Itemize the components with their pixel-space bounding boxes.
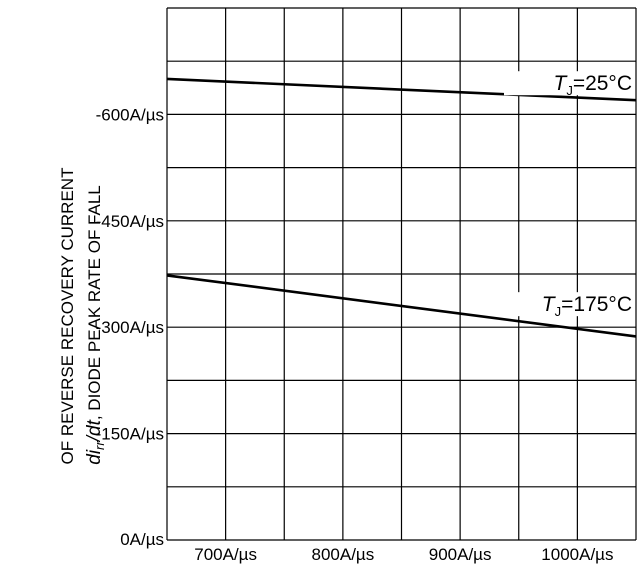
x-tick-label-3: 1000A/µs	[541, 545, 613, 564]
series-label-bg-0	[504, 71, 632, 96]
x-tick-labels: 700A/µs 800A/µs 900A/µs 1000A/µs	[194, 545, 613, 564]
series-label-0: TJ=25°C	[553, 72, 632, 98]
series-labels: TJ=25°C TJ=175°C	[504, 71, 632, 319]
x-tick-label-2: 900A/µs	[429, 545, 492, 564]
y-axis-label-line1: dirr/dt, DIODE PEAK RATE OF FALL	[84, 185, 107, 465]
series-label-1: TJ=175°C	[542, 293, 632, 319]
series-label-bg-1	[504, 292, 632, 317]
y-tick-labels: 0A/µs -150A/µs -300A/µs -450A/µs -600A/µs	[96, 105, 164, 549]
x-tick-label-1: 800A/µs	[312, 545, 375, 564]
y-tick-label-4: -600A/µs	[96, 105, 164, 124]
x-tick-label-0: 700A/µs	[194, 545, 257, 564]
y-axis-label-line2: OF REVERSE RECOVERY CURRENT	[58, 168, 77, 465]
y-tick-label-0: 0A/µs	[120, 530, 164, 549]
y-tick-label-2: -300A/µs	[96, 318, 164, 337]
series-line-0	[166, 77, 637, 102]
series-line-1	[166, 274, 637, 338]
series-lines	[166, 77, 637, 338]
y-tick-label-3: -450A/µs	[96, 212, 164, 231]
y-tick-label-1: -150A/µs	[96, 425, 164, 444]
